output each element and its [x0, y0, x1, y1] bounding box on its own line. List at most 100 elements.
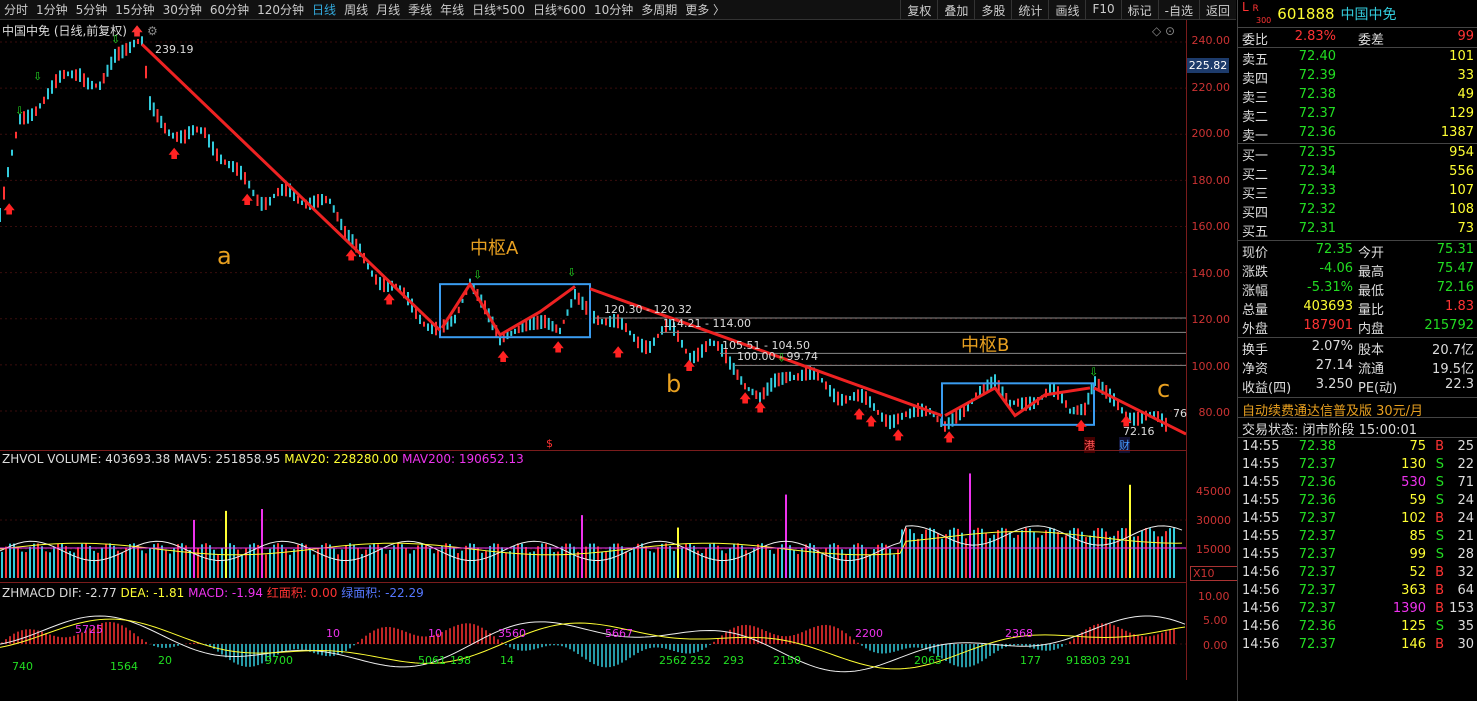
vol-axis-1: 45000 [1196, 485, 1231, 498]
bid-row: 买一 72.35 954 [1238, 144, 1477, 164]
tick-price: 72.36 [1298, 619, 1336, 634]
volume-chart[interactable] [0, 468, 1186, 582]
stat-value: 187901 [1303, 318, 1353, 333]
period-tab-10[interactable]: 季线 [408, 3, 433, 17]
ask-label: 卖五 [1242, 53, 1269, 68]
zigzag-path [944, 385, 1091, 418]
toolbar-action-8[interactable]: 返回 [1198, 0, 1236, 20]
period-tab-0[interactable]: 分时 [4, 3, 29, 17]
tick-volume: 130 [1401, 457, 1426, 472]
toolbar-action-5[interactable]: F10 [1085, 0, 1120, 20]
tick-volume: 59 [1409, 493, 1426, 508]
tick-row: 14:55 72.37 130 S 22 [1238, 456, 1477, 475]
toolbar-action-0[interactable]: 复权 [900, 0, 937, 20]
zhongshu-a-box [439, 283, 591, 339]
tick-time: 14:56 [1242, 637, 1280, 652]
toolbar-action-4[interactable]: 画线 [1048, 0, 1085, 20]
chart-options-icon[interactable]: ◇ ⊙ [1152, 24, 1176, 38]
stat-label: 最低 [1358, 284, 1385, 299]
tick-side: B [1435, 565, 1444, 580]
macd-green-label: 918 [1066, 654, 1087, 667]
dollar-marker[interactable]: $ [546, 437, 553, 450]
period-tab-1[interactable]: 1分钟 [36, 3, 68, 17]
macd-red-area: 红面积: 0.00 [266, 586, 338, 600]
kline-chart[interactable]: 🡅🡅🡅🡅🡅🡅🡅 🡅🡅🡅🡅 🡅 🡅🡅 🡅🡅 🡅⇩⇩⇩⇩ ⇩⇩⇩ [0, 20, 1186, 450]
ask-volume: 49 [1457, 87, 1474, 102]
tick-volume: 52 [1409, 565, 1426, 580]
promo-text[interactable]: 自动续费通达信普及版 30元/月 [1242, 404, 1424, 419]
level-4: 100.00 - 99.74 [737, 350, 818, 363]
bid-volume: 954 [1449, 145, 1474, 160]
toolbar-action-6[interactable]: 标记 [1120, 0, 1158, 20]
period-tab-4[interactable]: 30分钟 [162, 3, 202, 17]
bid-label: 买三 [1242, 187, 1269, 202]
stat-value: 3.250 [1315, 377, 1353, 392]
tick-row: 14:56 72.37 146 B 30 [1238, 636, 1477, 655]
tick-price: 72.36 [1298, 493, 1336, 508]
tick-volume: 102 [1401, 511, 1426, 526]
sell-signal-icon: ⇩ [567, 266, 576, 279]
bid-label: 买四 [1242, 206, 1269, 221]
period-tab-6[interactable]: 120分钟 [257, 3, 305, 17]
badge-300: 300 [1256, 15, 1272, 25]
period-tab-5[interactable]: 60分钟 [209, 3, 250, 17]
toolbar-action-3[interactable]: 统计 [1011, 0, 1048, 20]
stat-value: 403693 [1303, 299, 1353, 314]
bid-row: 买四 72.32 108 [1238, 201, 1477, 221]
period-tab-11[interactable]: 年线 [440, 3, 465, 17]
price-axis-label: 220.00 [1191, 80, 1231, 94]
tick-time: 14:56 [1242, 619, 1280, 634]
tick-row: 14:55 72.37 85 S 21 [1238, 528, 1477, 547]
stat-value: 72.16 [1436, 280, 1474, 295]
volume-mav200: MAV200: 190652.13 [402, 452, 524, 466]
weicha-label: 委差 [1358, 33, 1385, 48]
macd-chart[interactable]: 5725 3560 5667 10 10 2200 2368 740 1564 20 9700 506… [0, 600, 1186, 701]
bid-row: 买五 72.31 73 [1238, 220, 1477, 240]
stat-value: 20.7亿 [1432, 343, 1474, 358]
macd-red-label: 2200 [855, 627, 883, 640]
stat-value: 75.31 [1436, 242, 1474, 257]
tick-time: 14:56 [1242, 583, 1280, 598]
stat-row: 总量 403693 量比 1.83 [1238, 298, 1477, 318]
stat-label: 今开 [1358, 246, 1385, 261]
period-tab-15[interactable]: 多周期 [641, 3, 678, 17]
promo-row[interactable]: 自动续费通达信普及版 30元/月 [1238, 399, 1477, 419]
bid-price: 72.33 [1298, 183, 1336, 198]
period-tab-9[interactable]: 月线 [376, 3, 401, 17]
period-tab-7[interactable]: 日线 [312, 3, 337, 17]
stat-label: 现价 [1242, 246, 1269, 261]
stat-label: 股本 [1358, 343, 1385, 358]
toolbar-action-7[interactable]: -自选 [1157, 0, 1199, 20]
settings-icon[interactable]: ⚙ [147, 24, 158, 38]
toolbar-action-1[interactable]: 叠加 [937, 0, 974, 20]
period-tab-14[interactable]: 10分钟 [593, 3, 634, 17]
tick-price: 72.37 [1298, 457, 1336, 472]
toolbar-action-2[interactable]: 多股 [974, 0, 1011, 20]
macd-red-label: 3560 [498, 627, 526, 640]
tick-row: 14:55 72.38 75 B 25 [1238, 438, 1477, 457]
ask-price: 72.40 [1298, 49, 1336, 64]
period-tab-8[interactable]: 周线 [344, 3, 369, 17]
macd-red-label: 2368 [1005, 627, 1033, 640]
stat-label: 换手 [1242, 343, 1269, 358]
period-tab-3[interactable]: 15分钟 [115, 3, 155, 17]
finance-marker[interactable]: 财 [1119, 437, 1130, 453]
stat-label: 内盘 [1358, 322, 1385, 337]
period-tab-2[interactable]: 5分钟 [75, 3, 108, 17]
period-tab-12[interactable]: 日线*500 [472, 3, 526, 17]
tick-price: 72.37 [1298, 637, 1336, 652]
macd-green-label: 9700 [265, 654, 293, 667]
hk-marker[interactable]: 港 [1084, 437, 1095, 453]
tick-time: 14:55 [1242, 493, 1280, 508]
macd-green-label: 2150 [773, 654, 801, 667]
bid-label: 买二 [1242, 168, 1269, 183]
period-tab-13[interactable]: 日线*600 [533, 3, 586, 17]
buy-signal-icon: 🡅 [754, 400, 766, 414]
period-tab-16[interactable]: 更多 〉 [685, 3, 726, 17]
weibi-value: 2.83% [1294, 29, 1336, 44]
tick-side: B [1435, 637, 1444, 652]
badge-r: R [1252, 3, 1259, 14]
tick-count: 28 [1457, 547, 1474, 562]
macd-green-area: 绿面积: -22.29 [341, 586, 424, 600]
buy-signal-icon: 🡅 [497, 349, 509, 363]
